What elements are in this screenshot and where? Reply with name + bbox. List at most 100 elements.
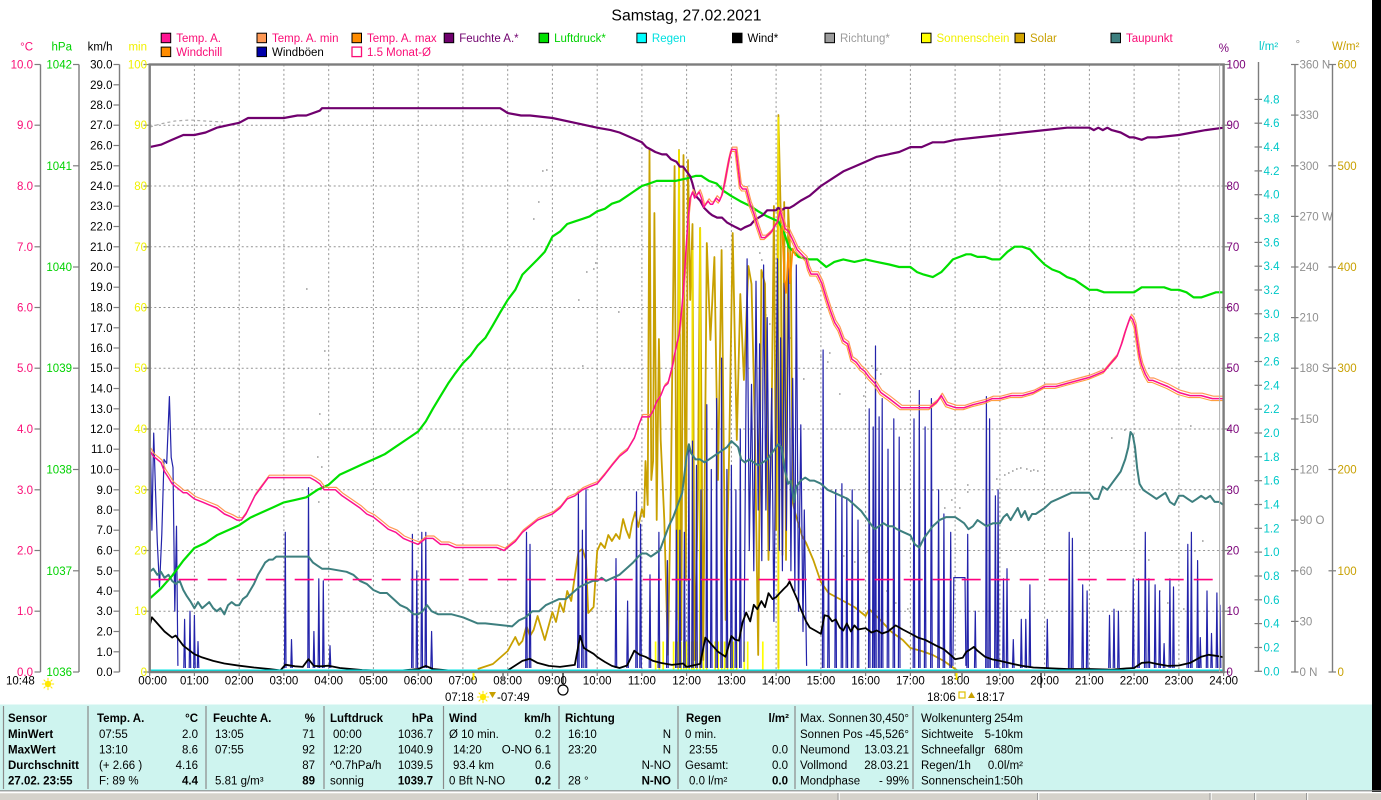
svg-text:22:00: 22:00 — [1120, 676, 1149, 688]
svg-text:3.0: 3.0 — [17, 485, 33, 497]
svg-text:09:00: 09:00 — [538, 676, 567, 688]
svg-text:4.4: 4.4 — [1264, 142, 1281, 154]
svg-text:N-NO: N-NO — [642, 776, 671, 788]
svg-text:100: 100 — [1338, 566, 1357, 578]
svg-text:N: N — [663, 745, 671, 757]
svg-text:1037: 1037 — [46, 566, 72, 578]
svg-text:MaxWert: MaxWert — [8, 745, 56, 757]
svg-text:5.0: 5.0 — [97, 566, 113, 578]
svg-text:0.0: 0.0 — [772, 760, 788, 772]
svg-text:87: 87 — [302, 760, 315, 772]
svg-text:30.0: 30.0 — [90, 60, 112, 72]
svg-text:hPa: hPa — [52, 42, 73, 54]
svg-text:10.0: 10.0 — [90, 465, 112, 477]
svg-text:13.03.21: 13.03.21 — [864, 745, 909, 757]
svg-text:4.8: 4.8 — [1264, 94, 1280, 106]
svg-text:3.4: 3.4 — [1264, 261, 1281, 273]
svg-text:16:10: 16:10 — [568, 729, 597, 741]
svg-text:1.2: 1.2 — [1264, 523, 1280, 535]
svg-text:Taupunkt: Taupunkt — [1126, 33, 1173, 45]
svg-text:Sonnenschein: Sonnenschein — [921, 776, 994, 788]
svg-text:4.4: 4.4 — [182, 776, 199, 788]
svg-text:10: 10 — [134, 606, 147, 618]
svg-text:(+ 2.66 ): (+ 2.66 ) — [99, 760, 142, 772]
svg-text:150: 150 — [1300, 414, 1319, 426]
svg-text:1039.7: 1039.7 — [398, 776, 433, 788]
svg-text:Windchill: Windchill — [176, 47, 222, 59]
svg-text:4.0: 4.0 — [1264, 190, 1280, 202]
svg-text:6.0: 6.0 — [17, 303, 33, 315]
svg-text:10.0: 10.0 — [11, 60, 33, 72]
svg-text:18:06: 18:06 — [927, 692, 956, 704]
svg-text:28.03.21: 28.03.21 — [864, 760, 909, 772]
svg-text:13:10: 13:10 — [99, 745, 128, 757]
svg-text:0.0: 0.0 — [772, 776, 788, 788]
svg-text:89: 89 — [302, 776, 315, 788]
svg-text:0.0: 0.0 — [1264, 666, 1280, 678]
svg-text:Richtung*: Richtung* — [840, 33, 890, 45]
svg-text:60: 60 — [1300, 566, 1313, 578]
svg-text:°C: °C — [20, 42, 33, 54]
svg-text:8.6: 8.6 — [182, 745, 198, 757]
svg-text:30: 30 — [1300, 616, 1313, 628]
svg-text:70: 70 — [134, 242, 147, 254]
svg-text:19.0: 19.0 — [90, 282, 112, 294]
svg-text:0.2: 0.2 — [535, 729, 551, 741]
svg-text:5-10km: 5-10km — [985, 729, 1023, 741]
svg-text:71: 71 — [302, 729, 315, 741]
svg-text:8.0: 8.0 — [97, 505, 113, 517]
svg-text:14.0: 14.0 — [90, 384, 112, 396]
svg-text:0.0l/m²: 0.0l/m² — [988, 760, 1023, 772]
svg-text:50: 50 — [1227, 363, 1240, 375]
svg-text:%: % — [1219, 43, 1229, 55]
svg-text:30,450°: 30,450° — [869, 713, 909, 725]
svg-text:180 S: 180 S — [1300, 363, 1330, 375]
svg-text:20.0: 20.0 — [90, 262, 112, 274]
svg-text:18:00: 18:00 — [941, 676, 970, 688]
svg-text:W/m²: W/m² — [1332, 41, 1360, 53]
svg-text:20: 20 — [1227, 546, 1240, 558]
svg-text:24.0: 24.0 — [90, 181, 112, 193]
svg-text:Wind*: Wind* — [748, 33, 779, 45]
svg-text:N-NO: N-NO — [642, 760, 671, 772]
svg-text:hPa: hPa — [412, 713, 434, 725]
svg-text:23:00: 23:00 — [1165, 676, 1194, 688]
svg-text:06:00: 06:00 — [404, 676, 433, 688]
svg-text:330: 330 — [1300, 110, 1319, 122]
svg-text:0 N: 0 N — [1300, 667, 1318, 679]
svg-text:Luftdruck: Luftdruck — [330, 713, 384, 725]
svg-text:80: 80 — [1227, 181, 1240, 193]
svg-text:l/m²: l/m² — [769, 713, 790, 725]
svg-text:Schneefallgr: Schneefallgr — [921, 745, 985, 757]
svg-text:2.8: 2.8 — [1264, 333, 1280, 345]
svg-text:90: 90 — [134, 120, 147, 132]
svg-text:05:00: 05:00 — [359, 676, 388, 688]
svg-text:1036.7: 1036.7 — [398, 729, 433, 741]
svg-text:03:00: 03:00 — [270, 676, 299, 688]
svg-text:07:18: 07:18 — [445, 692, 474, 704]
svg-text:0.4: 0.4 — [1264, 619, 1281, 631]
svg-text:15.0: 15.0 — [90, 363, 112, 375]
svg-text:4.0: 4.0 — [97, 586, 113, 598]
svg-text:1039.5: 1039.5 — [398, 760, 433, 772]
svg-text:4.2: 4.2 — [1264, 166, 1280, 178]
svg-text:2.4: 2.4 — [1264, 380, 1281, 392]
svg-text:0: 0 — [1227, 667, 1233, 679]
svg-text:1.8: 1.8 — [1264, 452, 1280, 464]
svg-text:80: 80 — [134, 181, 147, 193]
svg-text:Samstag, 27.02.2021: Samstag, 27.02.2021 — [611, 8, 761, 25]
svg-text:0.2: 0.2 — [535, 776, 551, 788]
svg-text:10:00: 10:00 — [583, 676, 612, 688]
svg-text:1038: 1038 — [46, 465, 72, 477]
svg-text:93.4 km: 93.4 km — [453, 760, 494, 772]
svg-text:07:55: 07:55 — [215, 745, 244, 757]
svg-text:Temp. A. min: Temp. A. min — [272, 33, 338, 45]
svg-text:20:00: 20:00 — [1030, 676, 1059, 688]
svg-text:9.0: 9.0 — [17, 120, 33, 132]
svg-text:3.0: 3.0 — [1264, 309, 1280, 321]
svg-text:km/h: km/h — [88, 42, 113, 54]
svg-text:254m: 254m — [994, 713, 1023, 725]
svg-text:1.5 Monat-Ø: 1.5 Monat-Ø — [367, 47, 431, 59]
svg-text:0.8: 0.8 — [1264, 571, 1280, 583]
svg-text:17.0: 17.0 — [90, 323, 112, 335]
